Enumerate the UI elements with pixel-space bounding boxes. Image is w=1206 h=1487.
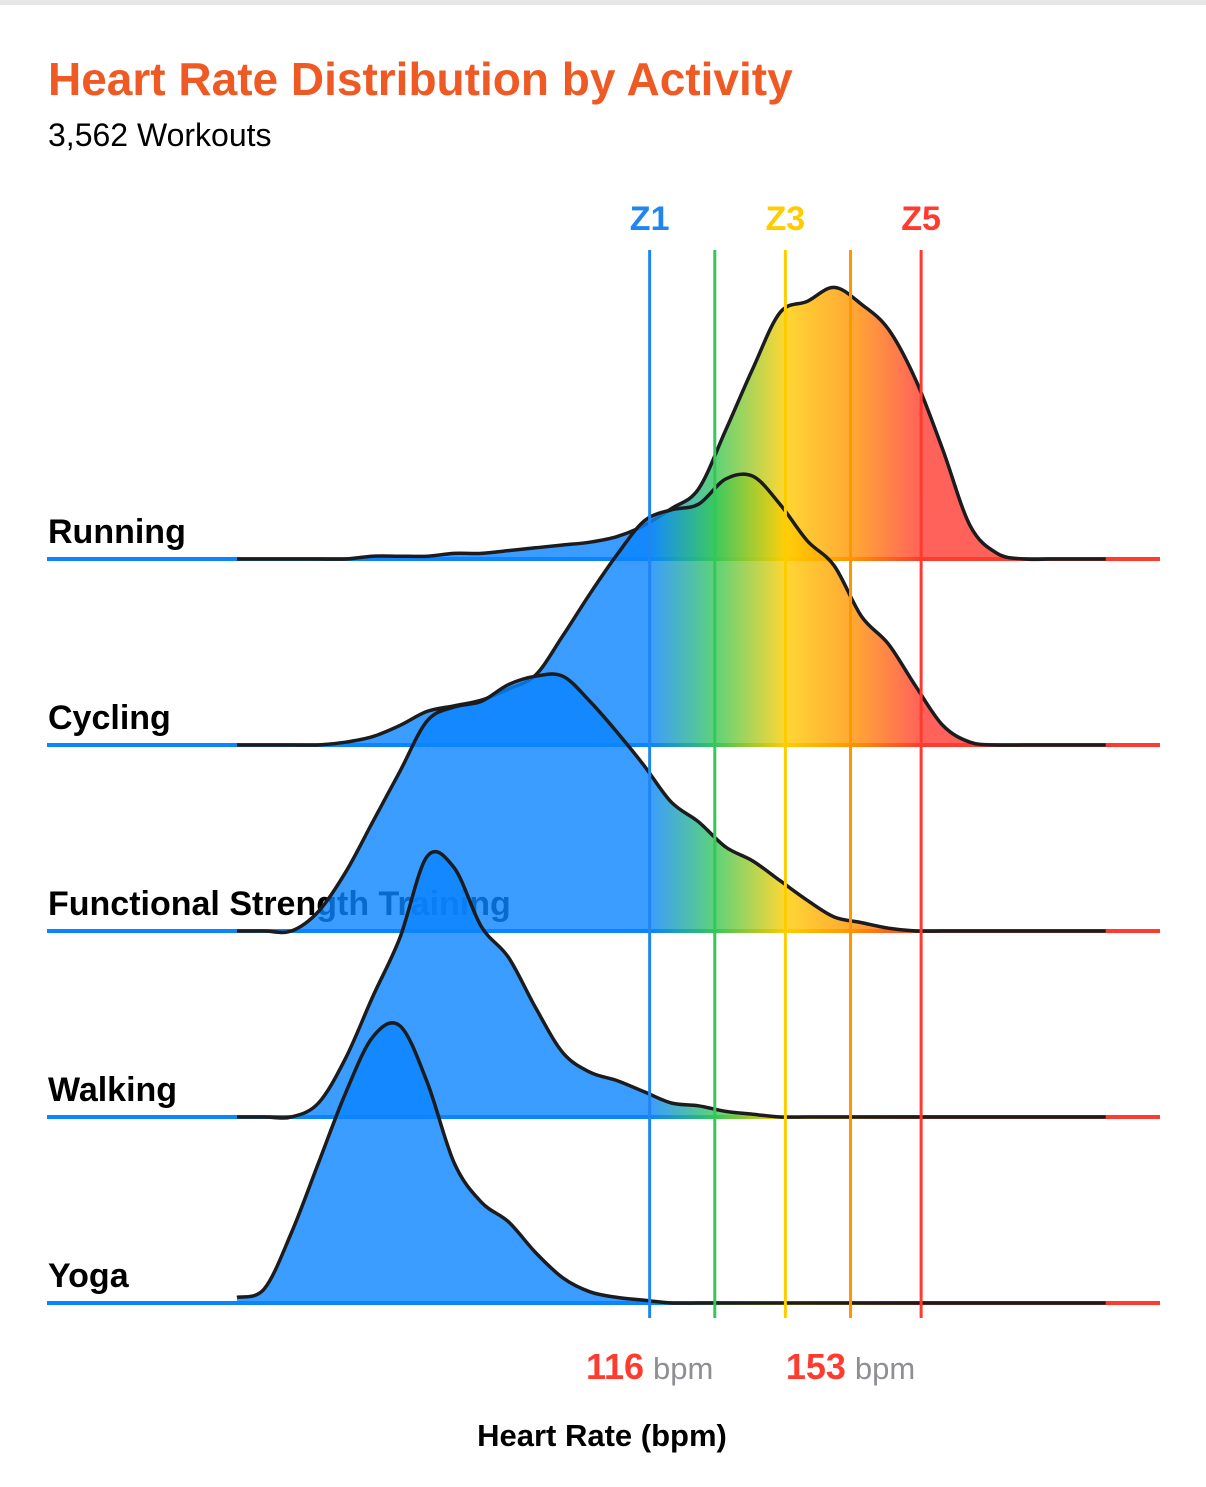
ridge-outline — [237, 850, 1106, 1120]
series-label: Running — [48, 513, 186, 551]
ridge-fill — [237, 851, 1106, 1119]
chart-subtitle: 3,562 Workouts — [48, 117, 272, 153]
series-label: Yoga — [48, 1257, 130, 1295]
ridge-outline — [236, 1021, 1106, 1305]
annotation-unit: bpm — [653, 1351, 713, 1386]
zone-label: Z1 — [630, 200, 670, 238]
annotation-value: 153 — [786, 1346, 846, 1387]
ridge-outline — [237, 472, 1106, 747]
zone-label: Z3 — [766, 200, 806, 238]
x-axis-label: Heart Rate (bpm) — [477, 1418, 727, 1453]
ridge-fill — [237, 287, 1106, 560]
ridge-outline — [237, 285, 1106, 562]
top-bar — [0, 0, 1206, 5]
annotation-value: 116 — [586, 1346, 644, 1387]
chart-title: Heart Rate Distribution by Activity — [48, 53, 793, 105]
zone-label: Z5 — [901, 200, 941, 238]
x-annotation: 153 bpm — [786, 1346, 915, 1387]
series-label: Cycling — [48, 699, 171, 737]
ridge-fill — [237, 1022, 1106, 1304]
annotation-unit: bpm — [855, 1351, 915, 1386]
series-label: Walking — [48, 1071, 177, 1109]
ridge-fill — [237, 474, 1106, 746]
x-annotation: 116 bpm — [586, 1346, 713, 1387]
ridge-outline — [237, 672, 1106, 935]
